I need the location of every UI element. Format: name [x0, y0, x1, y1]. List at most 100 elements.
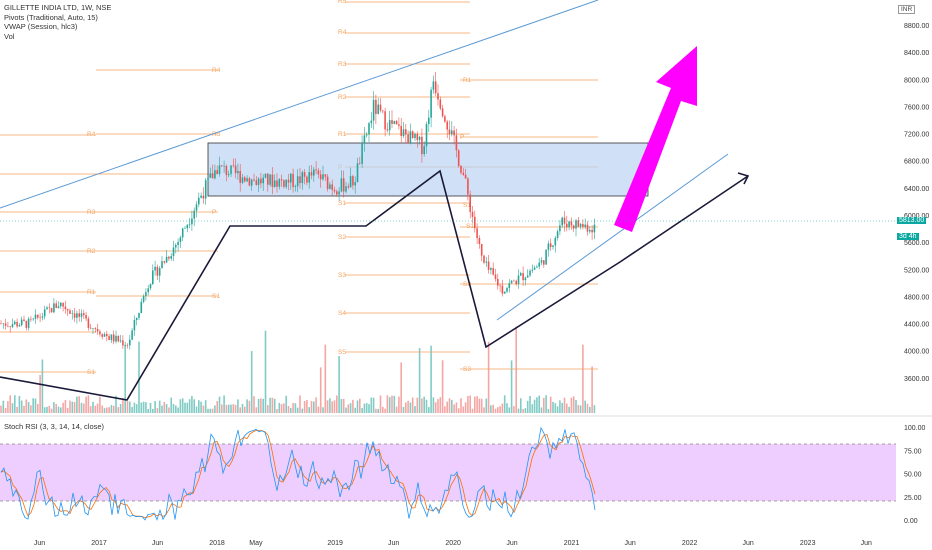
volume-bar — [471, 408, 474, 413]
volume-bar — [25, 399, 28, 413]
volume-bar — [513, 406, 515, 413]
candle-body — [255, 180, 258, 185]
volume-bar — [347, 404, 350, 413]
volume-bar — [485, 398, 488, 413]
candle-body — [168, 256, 170, 259]
volume-bar — [411, 397, 414, 413]
candle-body — [455, 135, 458, 151]
candle-body — [430, 89, 432, 118]
consolidation-zone[interactable] — [207, 142, 649, 197]
candle-body — [181, 228, 184, 238]
volume-bar — [352, 399, 354, 413]
candle-body — [354, 182, 356, 186]
time-axis[interactable]: Jun 2017 Jun 2018 May 2019 Jun 2020 Jun 2021 Jun 20… — [34, 540, 872, 547]
legend-pivots[interactable]: Pivots (Traditional, Auto, 15) — [4, 12, 98, 22]
volume-bar — [480, 398, 483, 413]
candle-body — [434, 81, 437, 94]
volume-bar — [32, 398, 34, 413]
candle-body — [566, 223, 568, 228]
upper-channel-line[interactable] — [0, 0, 599, 209]
volume-bar — [501, 403, 504, 413]
candle-body — [317, 170, 320, 175]
volume-bar — [92, 401, 94, 413]
candle-body — [363, 135, 366, 144]
volume-bar — [89, 406, 92, 413]
volume-bar — [145, 402, 147, 413]
stoch-axis[interactable]: 0.00 25.00 50.00 75.00 100.00 — [904, 425, 926, 525]
volume-bar — [568, 406, 570, 413]
price-axis[interactable]: 3600.00 4000.00 4400.00 4800.00 5200.00 5600.… — [904, 23, 929, 383]
volume-bar — [83, 403, 85, 413]
volume-bar — [60, 407, 62, 413]
volume-bar — [181, 398, 184, 413]
candle-body — [536, 266, 538, 268]
volume-bar — [135, 404, 138, 413]
lower-channel-line[interactable] — [496, 153, 729, 321]
legend-vwap[interactable]: VWAP (Session, hlc3) — [4, 22, 78, 31]
pivot-label: S2 — [338, 234, 346, 241]
volume-bar — [556, 406, 559, 413]
candle-body — [273, 180, 276, 187]
legend-title: GILLETTE INDIA LTD, 1W, NSE — [4, 3, 112, 12]
legend-stoch[interactable]: Stoch RSI (3, 3, 14, 14, close) — [4, 422, 105, 431]
volume-bar — [336, 395, 338, 413]
candle-body — [446, 121, 448, 130]
volume-bar — [331, 401, 333, 413]
candle-body — [326, 176, 329, 189]
candle-body — [331, 184, 333, 190]
candle-body — [329, 184, 331, 189]
volume-bar — [53, 402, 55, 413]
price-tick: 7200.00 — [904, 132, 929, 139]
pivot-label: R2 — [87, 248, 96, 255]
pivot-label: S1 — [212, 293, 220, 300]
candle-body — [338, 191, 340, 195]
volume-bar — [368, 404, 370, 413]
candle-body — [414, 133, 416, 139]
candle-body — [582, 223, 584, 227]
candle-body — [244, 177, 246, 182]
legend-vol[interactable]: Vol — [4, 31, 15, 41]
candle-body — [184, 228, 186, 229]
volume-bar — [168, 407, 170, 413]
bullish-arrow[interactable] — [614, 46, 697, 232]
candle-body — [460, 165, 462, 173]
volume-bar — [524, 408, 527, 413]
volume-bar — [349, 403, 352, 413]
candle-body — [186, 224, 189, 229]
volume-bar — [43, 407, 46, 413]
volume-bar — [170, 397, 172, 413]
candle-body — [407, 134, 409, 144]
candle-body — [4, 323, 7, 326]
volume-bar — [437, 399, 439, 413]
candle-body — [175, 245, 177, 248]
pivot-label: S3 — [463, 366, 471, 373]
projection-path[interactable] — [0, 169, 749, 401]
candle-body — [172, 247, 175, 257]
volume-bar — [241, 403, 244, 413]
volume-bar — [30, 405, 32, 413]
volume-bar — [561, 402, 563, 413]
currency-badge[interactable]: INR — [898, 5, 916, 14]
candle-body — [471, 211, 474, 217]
candle-body — [57, 306, 60, 308]
volume-bar — [313, 401, 315, 413]
candle-body — [287, 179, 290, 183]
volume-bar — [522, 408, 524, 413]
volume-bar — [446, 401, 448, 413]
volume-bar — [158, 400, 161, 413]
volume-bar — [204, 400, 207, 413]
candle-body — [384, 111, 386, 130]
volume-bar — [476, 396, 478, 413]
candle-body — [16, 321, 18, 327]
volume-bar — [566, 403, 568, 413]
candle-body — [87, 318, 90, 328]
price-tick: 6400.00 — [904, 186, 929, 193]
volume-bar — [96, 403, 99, 413]
candle-body — [83, 313, 85, 316]
volume-bar — [303, 401, 306, 413]
pivot-label: R4 — [87, 131, 96, 138]
candle-body — [497, 278, 499, 286]
price-tick: 4000.00 — [904, 349, 929, 356]
candle-body — [563, 217, 566, 224]
